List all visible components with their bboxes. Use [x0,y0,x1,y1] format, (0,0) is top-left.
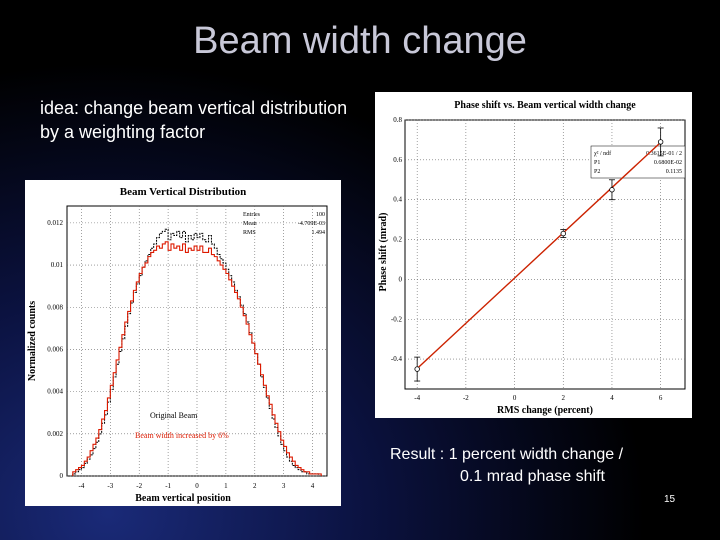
result-line-2: 0.1 mrad phase shift [460,468,605,485]
phase-shift-plot: Phase shift vs. Beam vertical width chan… [375,92,692,418]
x-tick-label: 6 [659,394,663,402]
fit-stats-value: 0.1135 [666,169,682,175]
x-tick-label: -2 [136,482,142,490]
stats-label: Mean [243,221,257,227]
fit-stats-value: 0.3615E-01 / 2 [646,151,682,157]
y-axis-label: Phase shift (mrad) [378,213,389,292]
data-point [414,366,420,372]
x-tick-label: -2 [463,394,469,402]
fit-stats-value: 0.6800E-02 [654,160,682,166]
fit-stats-label: P2 [594,169,600,175]
stats-label: Entries [243,212,261,218]
result-text: Result : 1 percent width change / 0.1 mr… [390,444,690,488]
y-tick-label: 0.6 [393,156,402,164]
y-tick-label: 0.01 [51,261,64,269]
fit-stats-box [590,145,686,179]
annotation-original: Original Beam [150,411,198,420]
y-tick-label: 0 [399,275,403,283]
y-tick-label: 0.8 [393,116,402,124]
beam-distribution-svg: Beam Vertical Distribution -4 -3 -2 -1 0 1 2 3 4 0… [27,186,328,504]
annotation-increased: Beam width increased by 6% [135,431,229,440]
x-tick-label: -4 [414,394,420,402]
x-tick-label: 3 [282,482,286,490]
slide-number: 15 [664,494,676,505]
y-tick-label: 0.008 [47,303,63,311]
x-tick-label: -1 [165,482,171,490]
fit-stats-label: χ² / ndf [594,150,611,157]
chart-title: Phase shift vs. Beam vertical width chan… [454,100,636,111]
y-tick-label: 0.004 [47,388,63,396]
stats-value: -4.709E-03 [298,221,325,227]
data-point [657,139,664,145]
y-tick-label: 0.006 [47,345,63,353]
y-axis-label: Normalized counts [27,301,38,381]
x-tick-label: 0 [195,482,199,490]
x-tick-label: 4 [610,394,614,402]
x-axis-label: Beam vertical position [135,493,231,504]
series-original-beam [72,228,322,477]
x-tick-label: 2 [253,482,257,490]
fit-line [416,141,662,370]
y-tick-label: 0.012 [47,219,63,227]
data-point [609,187,615,193]
stats-value: 100 [316,212,325,218]
x-tick-label: 1 [224,482,228,490]
idea-text: idea: change beam vertical distribution … [40,98,348,142]
stats-label: RMS [243,230,256,236]
x-tick-label: 4 [311,482,315,490]
x-axis-label: RMS change (percent) [497,405,593,416]
slide-title: Beam width change [193,20,527,62]
x-tick-label: -3 [107,482,113,490]
data-point [560,230,566,237]
y-tick-label: -0.4 [391,355,403,363]
result-line-1: Result : 1 percent width change / [390,446,624,463]
phase-shift-svg: Phase shift vs. Beam vertical width chan… [378,100,686,416]
x-tick-label: 2 [562,394,566,402]
chart-title: Beam Vertical Distribution [120,186,247,198]
series-increased-width [72,241,322,476]
y-tick-label: -0.2 [391,315,403,323]
x-tick-label: -4 [79,482,85,490]
beam-distribution-plot: Beam Vertical Distribution -4 -3 -2 -1 0 1 2 3 4 0… [25,180,341,506]
y-tick-label: 0.2 [393,236,402,244]
x-tick-label: 0 [513,394,517,402]
fit-stats-label: P1 [594,160,600,166]
stats-value: 1.494 [312,230,326,236]
y-tick-label: 0 [60,472,64,480]
y-tick-label: 0.4 [393,196,402,204]
y-tick-label: 0.002 [47,430,63,438]
plot-frame [404,119,686,390]
